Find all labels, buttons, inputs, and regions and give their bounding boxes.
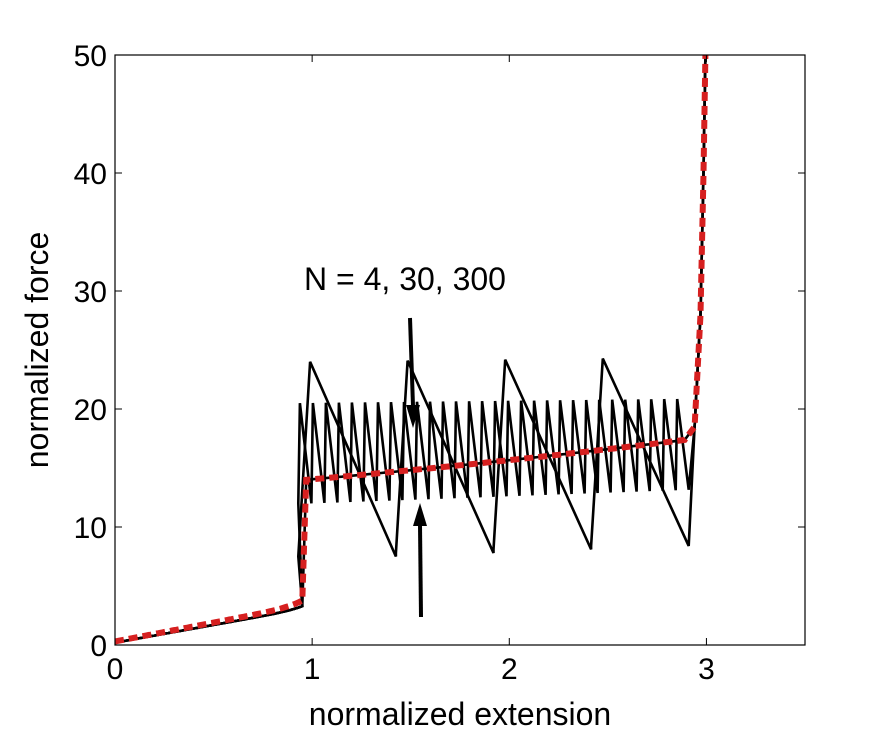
- x-tick-label: 2: [501, 653, 518, 686]
- y-tick-label: 40: [74, 158, 107, 191]
- y-tick-label: 0: [90, 630, 107, 663]
- y-tick-label: 20: [74, 394, 107, 427]
- x-tick-label: 0: [107, 653, 124, 686]
- y-tick-label: 30: [74, 276, 107, 309]
- arrow-up: [413, 503, 427, 618]
- y-axis-label: normalized force: [19, 232, 55, 469]
- x-tick-label: 1: [304, 653, 321, 686]
- annotation-label: N = 4, 30, 300: [304, 261, 506, 297]
- x-axis-label: normalized extension: [309, 696, 611, 732]
- arrow-down: [406, 317, 420, 428]
- plot-frame: [114, 54, 806, 646]
- plot-marks: [114, 54, 709, 645]
- y-tick-label: 50: [74, 40, 107, 73]
- series-line: [114, 54, 709, 645]
- x-tick-label: 3: [698, 653, 715, 686]
- y-tick-label: 10: [74, 512, 107, 545]
